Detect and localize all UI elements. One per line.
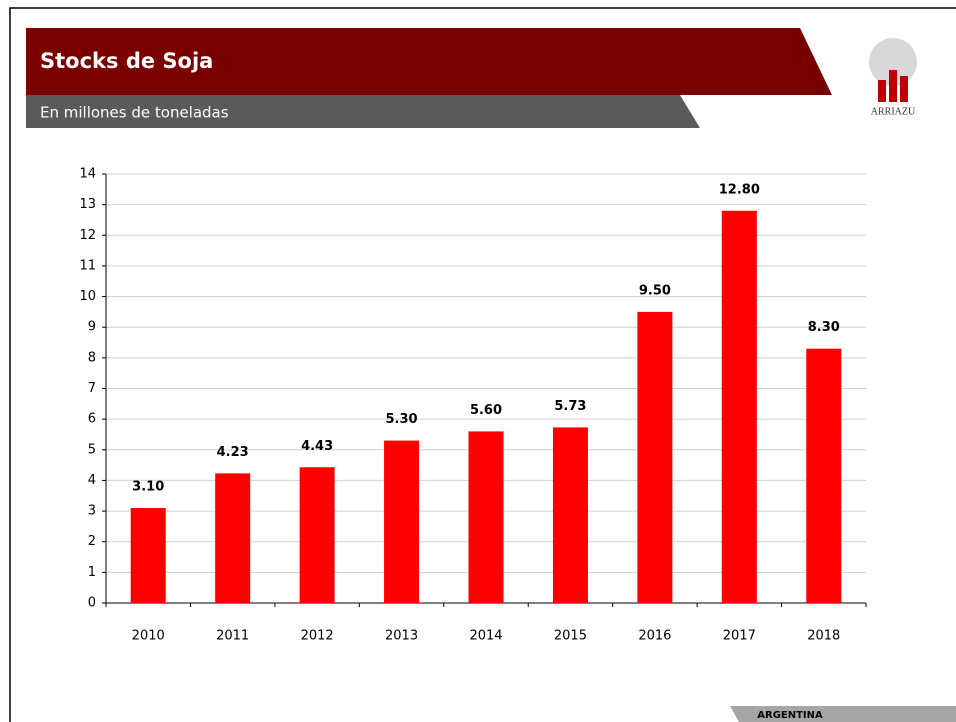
logo-bar <box>900 76 908 102</box>
bar <box>637 311 673 603</box>
logo-bar <box>878 80 886 102</box>
y-tick-label: 1 <box>88 565 96 580</box>
data-label: 5.73 <box>554 399 586 414</box>
y-tick-label: 7 <box>88 381 96 396</box>
y-tick-label: 0 <box>88 596 96 611</box>
footer: ARGENTINA <box>757 710 823 721</box>
bar <box>468 431 504 603</box>
y-tick-label: 14 <box>79 167 96 182</box>
bar <box>721 210 757 603</box>
subtitle: En millones de toneladas <box>40 104 229 122</box>
plot: 0123456789101112131420103.1020114.232012… <box>79 167 867 644</box>
data-label: 9.50 <box>639 283 671 298</box>
title: Stocks de Soja <box>40 49 213 73</box>
bar <box>552 427 588 603</box>
title-band <box>26 28 832 95</box>
logo: ARRIAZU <box>869 38 917 117</box>
bar <box>215 473 251 603</box>
bar <box>384 440 420 603</box>
y-tick-label: 8 <box>88 350 96 365</box>
x-tick-label: 2011 <box>216 629 249 644</box>
y-tick-label: 4 <box>88 473 96 488</box>
data-label: 4.23 <box>217 445 249 460</box>
logo-globe <box>869 38 917 86</box>
x-tick-label: 2010 <box>132 629 165 644</box>
y-tick-label: 2 <box>88 534 96 549</box>
data-label: 5.60 <box>470 403 502 418</box>
x-tick-label: 2015 <box>554 629 587 644</box>
data-label: 12.80 <box>719 182 760 197</box>
y-tick-label: 9 <box>88 320 96 335</box>
x-tick-label: 2018 <box>807 629 840 644</box>
y-tick-label: 10 <box>79 289 96 304</box>
subtitle-band <box>26 95 700 128</box>
data-label: 4.43 <box>301 439 333 454</box>
bar <box>299 467 335 603</box>
y-tick-label: 12 <box>79 228 96 243</box>
y-tick-label: 11 <box>79 258 96 273</box>
data-label: 8.30 <box>808 320 840 335</box>
data-label: 3.10 <box>132 480 164 495</box>
bar <box>806 348 842 603</box>
y-tick-label: 13 <box>79 197 96 212</box>
data-label: 5.30 <box>386 412 418 427</box>
footer-band <box>730 706 956 722</box>
logo-text: ARRIAZU <box>871 106 916 117</box>
y-tick-label: 5 <box>88 442 96 457</box>
bar <box>130 508 166 603</box>
x-tick-label: 2013 <box>385 629 418 644</box>
x-tick-label: 2014 <box>469 629 502 644</box>
y-tick-label: 6 <box>88 412 96 427</box>
x-tick-label: 2012 <box>301 629 334 644</box>
x-tick-label: 2016 <box>638 629 671 644</box>
y-tick-label: 3 <box>88 504 96 519</box>
x-tick-label: 2017 <box>723 629 756 644</box>
logo-bar <box>889 70 897 102</box>
